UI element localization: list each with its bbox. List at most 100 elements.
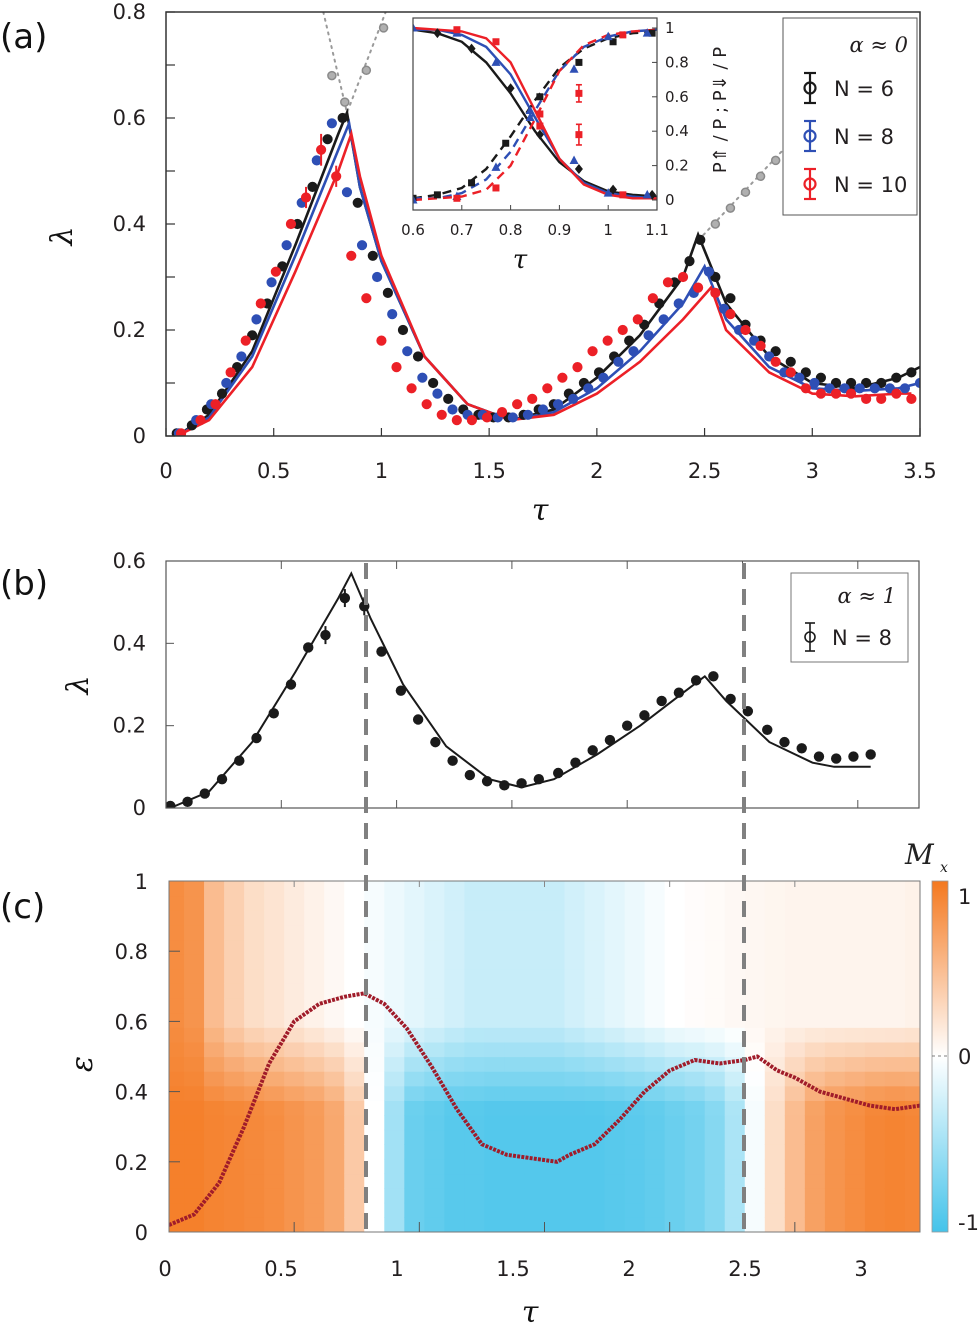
inset-y-tick-label: 0.6 bbox=[665, 88, 689, 106]
y-tick-label: 0 bbox=[133, 424, 146, 448]
heatmap-cell bbox=[364, 1158, 385, 1175]
heatmap-cell bbox=[844, 1027, 866, 1043]
heatmap-cell bbox=[904, 1217, 920, 1232]
heatmap-cell bbox=[604, 1027, 626, 1043]
heatmap-cell bbox=[644, 1085, 666, 1101]
heatmap-cell bbox=[344, 895, 365, 911]
panel-c-y-tick-label: 0.2 bbox=[115, 1151, 148, 1175]
heatmap-cell bbox=[184, 1202, 205, 1218]
heatmap-cell bbox=[504, 998, 526, 1014]
panel-a-x-ticks: 0 0.5 1 1.5 2 2.5 3 3.5 bbox=[159, 428, 937, 483]
heatmap-cell bbox=[524, 1144, 546, 1160]
inset-marker-square bbox=[609, 38, 617, 46]
heatmap-cell bbox=[264, 968, 285, 984]
panel-b-axes-box bbox=[165, 560, 920, 809]
heatmap-cell bbox=[324, 1012, 345, 1028]
heatmap-cell bbox=[744, 939, 766, 955]
heatmap-cell bbox=[484, 954, 506, 970]
inset-marker-square bbox=[619, 191, 627, 199]
heatmap-cell bbox=[584, 1027, 606, 1043]
heatmap-cell bbox=[764, 1173, 786, 1189]
heatmap-cell bbox=[784, 1056, 806, 1072]
heatmap-cell bbox=[824, 881, 846, 897]
heatmap-cell bbox=[544, 1144, 566, 1160]
legend-entry: N = 10 bbox=[803, 167, 907, 201]
colorbar-tick-max: 1 bbox=[958, 885, 971, 909]
legend-a-title: α ≈ 0 bbox=[850, 33, 909, 57]
heatmap-cell bbox=[704, 1188, 726, 1204]
heatmap-cell bbox=[244, 1012, 265, 1028]
heatmap-cell bbox=[464, 939, 486, 955]
heatmap-cell bbox=[404, 1158, 425, 1175]
legend-label: N = 10 bbox=[834, 173, 907, 197]
heatmap-cell bbox=[224, 924, 245, 941]
data-point-N8 bbox=[914, 377, 920, 389]
data-point-N10 bbox=[710, 287, 721, 298]
inset-curve-N6-dashed bbox=[413, 30, 657, 200]
heatmap-cell bbox=[324, 910, 345, 926]
heatmap-cell bbox=[384, 895, 405, 911]
heatmap-cell bbox=[304, 1100, 325, 1116]
heatmap-cell bbox=[384, 881, 405, 897]
inset-marker-square bbox=[492, 38, 500, 46]
data-point-N10 bbox=[572, 362, 583, 373]
heatmap-cell bbox=[484, 983, 506, 999]
heatmap-cell bbox=[724, 1173, 746, 1189]
heatmap-cell bbox=[169, 939, 185, 955]
data-point-N8 bbox=[522, 409, 534, 420]
heatmap-cell bbox=[664, 1027, 686, 1043]
data-point-N10 bbox=[512, 399, 523, 410]
heatmap-cell bbox=[184, 968, 205, 984]
heatmap-cell bbox=[264, 924, 285, 941]
heatmap-cell bbox=[344, 924, 365, 941]
heatmap-cell bbox=[204, 1115, 225, 1131]
heatmap-cell bbox=[884, 1100, 906, 1116]
heatmap-cell bbox=[524, 1071, 546, 1087]
heatmap-cell bbox=[544, 998, 566, 1014]
heatmap-cell bbox=[584, 1158, 606, 1175]
data-point-N10 bbox=[830, 388, 842, 399]
heatmap-cell bbox=[324, 895, 345, 911]
heatmap-cell bbox=[244, 1144, 265, 1160]
heatmap-cell bbox=[244, 1085, 265, 1101]
panel-b-data-point bbox=[234, 755, 245, 766]
heatmap-cell bbox=[344, 1188, 365, 1204]
heatmap-cell bbox=[444, 895, 465, 911]
heatmap-cell bbox=[704, 881, 726, 897]
inset-marker-diamond bbox=[506, 83, 515, 94]
heatmap-cell bbox=[524, 1056, 546, 1072]
heatmap-cell bbox=[584, 1100, 606, 1116]
heatmap-cell bbox=[564, 1173, 586, 1189]
inset-y-tick-label: 1 bbox=[665, 19, 675, 37]
heatmap-cell bbox=[744, 968, 766, 984]
heatmap-cell bbox=[724, 1115, 746, 1131]
heatmap-cell bbox=[804, 1115, 826, 1131]
data-point-N10 bbox=[240, 335, 251, 346]
heatmap-cell bbox=[684, 1217, 706, 1232]
heatmap-cell bbox=[904, 1071, 920, 1087]
inset-marker-diamond bbox=[574, 164, 583, 175]
heatmap-cell bbox=[724, 1217, 746, 1232]
heatmap-cell bbox=[264, 1027, 285, 1043]
heatmap-cell bbox=[404, 1100, 425, 1116]
heatmap-cell bbox=[644, 983, 666, 999]
heatmap-cell bbox=[324, 954, 345, 970]
heatmap-cell bbox=[864, 968, 886, 984]
gray-data-point bbox=[340, 97, 350, 107]
heatmap-cell bbox=[224, 1071, 245, 1087]
heatmap-cell bbox=[524, 954, 546, 970]
heatmap-cell bbox=[584, 924, 606, 941]
data-point-N10 bbox=[725, 309, 736, 320]
data-point-N8 bbox=[372, 271, 383, 283]
heatmap-cell bbox=[604, 1188, 626, 1204]
heatmap-cell bbox=[264, 1129, 285, 1145]
heatmap-cell bbox=[504, 1100, 526, 1116]
heatmap-cell bbox=[184, 1173, 205, 1189]
heatmap-cell bbox=[464, 1056, 486, 1072]
inset-y-axis-title: P⇑ / P ; P⇓ / P bbox=[710, 47, 731, 173]
heatmap-cell bbox=[169, 983, 185, 999]
heatmap-cell bbox=[904, 983, 920, 999]
heatmap-cell bbox=[684, 881, 706, 897]
panel-b: (b) 0 0.2 0.4 0.6 λ α ≈ 1 N = 8 bbox=[0, 549, 920, 820]
